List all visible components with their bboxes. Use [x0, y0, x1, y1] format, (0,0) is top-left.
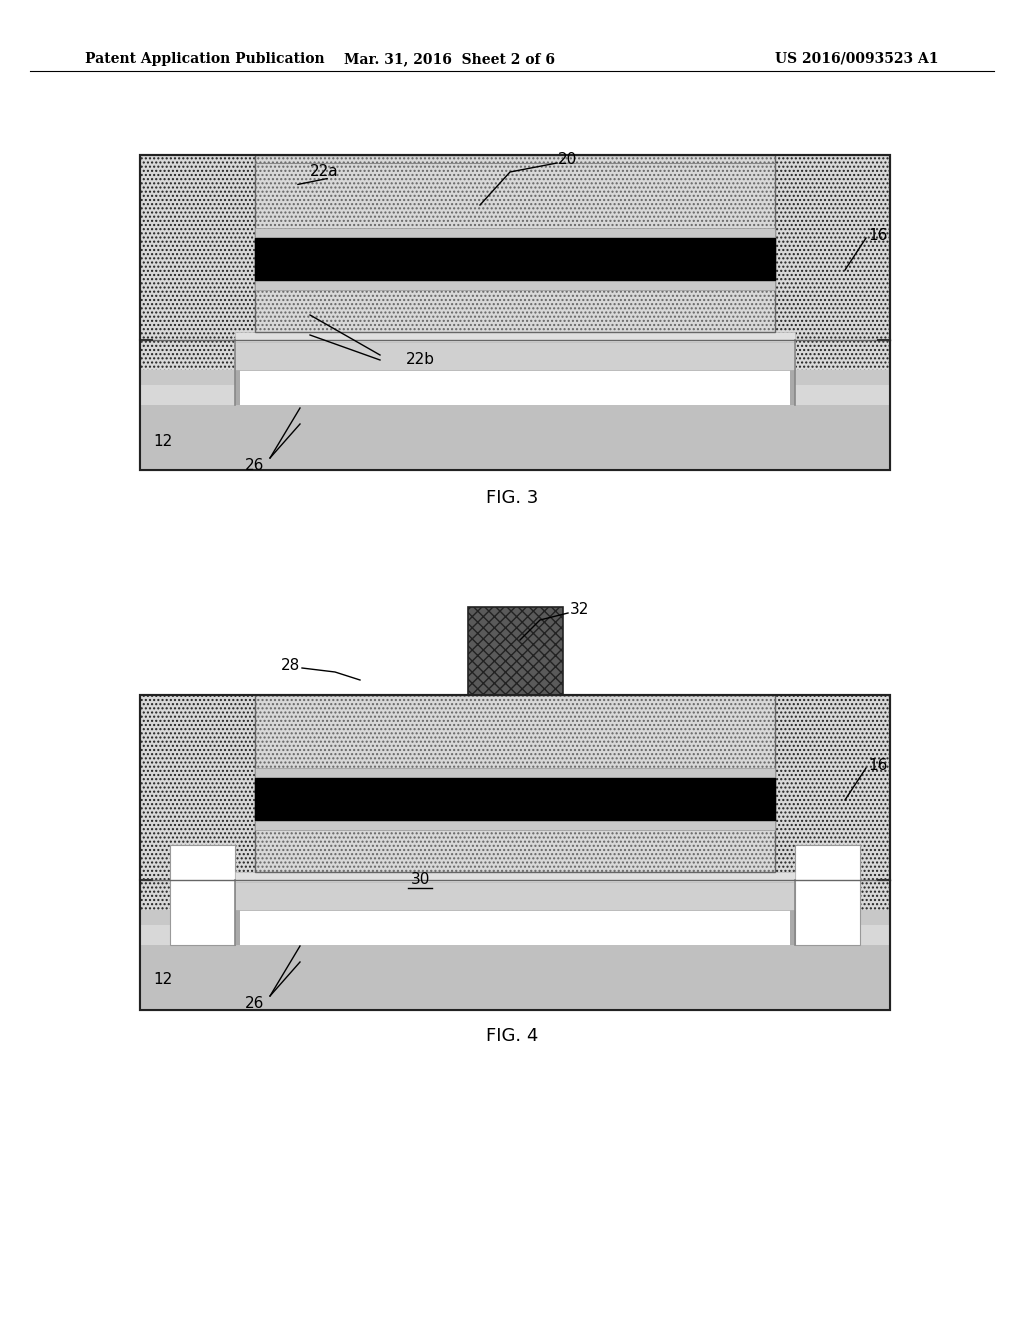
Text: 30: 30 [411, 873, 430, 887]
Bar [468, 607, 563, 696]
Bar [140, 385, 890, 405]
Bar [140, 370, 890, 385]
Bar [140, 696, 890, 1010]
Bar [234, 880, 795, 909]
Bar [140, 154, 890, 470]
Text: 26: 26 [246, 995, 264, 1011]
Text: 12: 12 [154, 434, 173, 450]
Text: 26: 26 [246, 458, 264, 473]
Bar [140, 405, 890, 470]
Bar [234, 880, 795, 945]
Bar [234, 880, 795, 1010]
Bar [255, 696, 775, 873]
Text: FIG. 4: FIG. 4 [485, 1027, 539, 1045]
Bar [140, 909, 890, 925]
Bar [140, 154, 890, 470]
Text: 32: 32 [570, 602, 590, 618]
Text: 22a: 22a [310, 165, 339, 180]
Bar [255, 154, 775, 333]
Bar [140, 925, 890, 945]
Bar [140, 696, 890, 1010]
Bar [790, 890, 795, 945]
Bar [234, 873, 795, 882]
Bar [255, 238, 775, 280]
Text: Mar. 31, 2016  Sheet 2 of 6: Mar. 31, 2016 Sheet 2 of 6 [344, 51, 555, 66]
Bar [255, 228, 775, 238]
Bar [255, 768, 775, 777]
Text: US 2016/0093523 A1: US 2016/0093523 A1 [775, 51, 939, 66]
Bar [790, 350, 795, 405]
Bar [234, 341, 795, 405]
Bar [140, 945, 890, 1010]
Bar [234, 341, 795, 470]
Bar [255, 777, 775, 820]
Text: 16: 16 [868, 758, 888, 772]
Bar [234, 890, 240, 945]
Text: 28: 28 [281, 657, 300, 672]
Bar [234, 341, 795, 370]
Bar [234, 333, 795, 342]
Bar [170, 845, 234, 945]
Bar [255, 280, 775, 290]
Bar [795, 845, 860, 945]
Text: 12: 12 [154, 973, 173, 987]
Text: 16: 16 [868, 227, 888, 243]
Text: Patent Application Publication: Patent Application Publication [85, 51, 325, 66]
Text: FIG. 3: FIG. 3 [485, 488, 539, 507]
Text: 20: 20 [558, 153, 578, 168]
Bar [234, 350, 240, 405]
Bar [255, 820, 775, 830]
Text: 22b: 22b [406, 352, 434, 367]
